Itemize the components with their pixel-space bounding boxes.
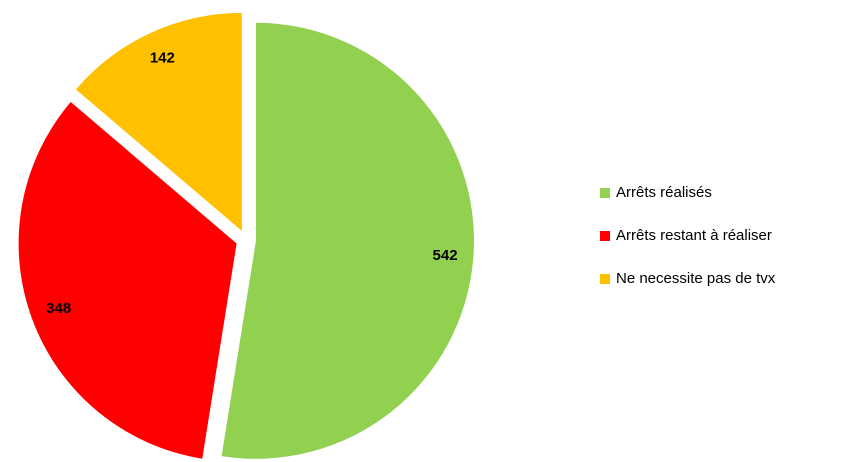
legend-label: Ne necessite pas de tvx [616,270,776,287]
pie-slice [18,101,237,459]
pie-slice [221,22,474,459]
pie-slice [75,12,242,231]
legend-label: Arrêts restant à réaliser [616,227,772,244]
legend-swatch [600,188,610,198]
data-label: 348 [46,300,71,317]
data-label: 142 [150,50,175,67]
data-label: 542 [433,247,458,264]
legend-swatch [600,274,610,284]
legend-swatch [600,231,610,241]
legend-label: Arrêts réalisés [616,184,712,201]
